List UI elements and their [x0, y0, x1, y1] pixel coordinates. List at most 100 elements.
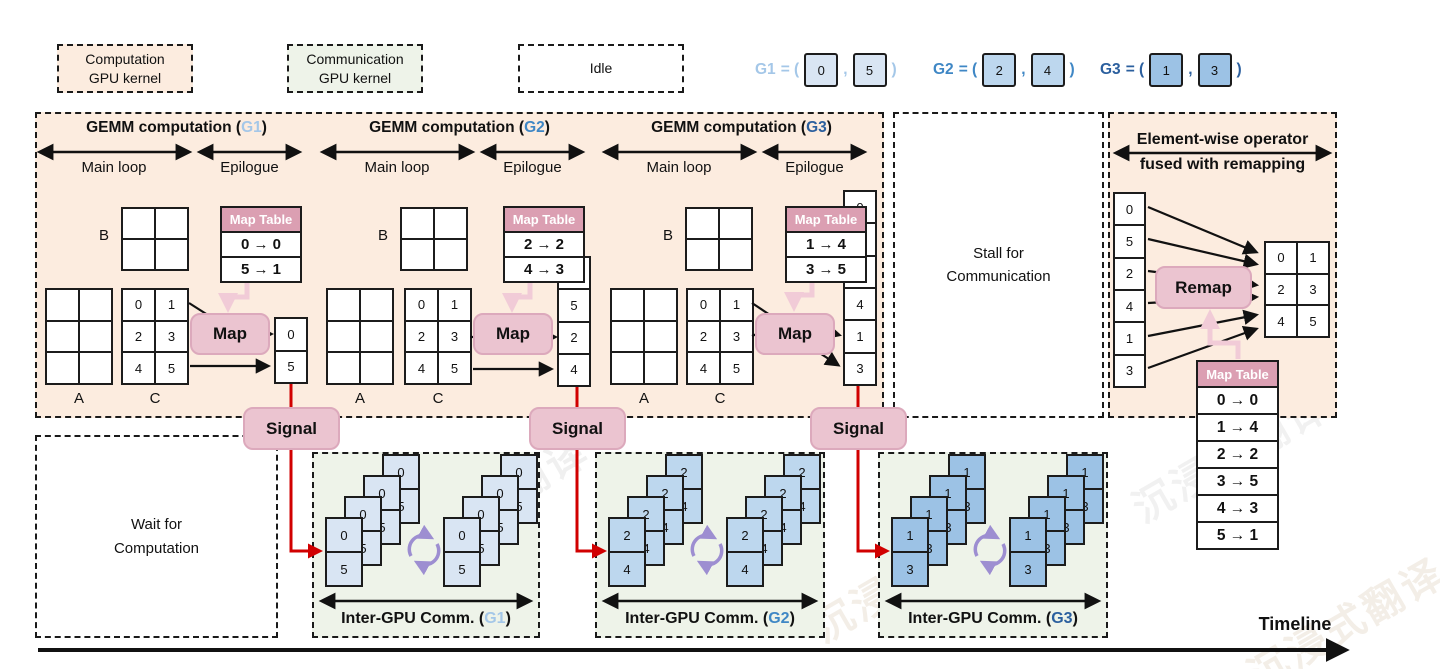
group-close: )	[1236, 61, 1242, 78]
cell	[80, 353, 111, 383]
group-close: )	[891, 61, 897, 78]
cell	[156, 240, 187, 269]
cell: 5	[439, 353, 470, 383]
out-column-g1: 0 5	[274, 317, 308, 384]
cell: 0	[502, 456, 536, 488]
map-table-header: Map Table	[505, 208, 583, 233]
cell: 3	[845, 353, 875, 384]
cell	[156, 209, 187, 238]
cell	[80, 290, 111, 320]
wait-for-computation-box: Wait for Computation	[35, 435, 278, 638]
comm-label-g1: Inter-GPU Comm. (G1)	[312, 610, 540, 628]
cell	[47, 321, 78, 352]
main-loop-label: Main loop	[364, 159, 430, 176]
cell: 5	[1298, 306, 1328, 336]
cell: 0	[276, 319, 306, 350]
group-eq: = (	[780, 61, 800, 78]
matrix-c-label: C	[714, 390, 726, 407]
group-close: )	[1069, 61, 1075, 78]
cell	[720, 209, 751, 238]
map-table-row: 3 → 5	[1198, 469, 1277, 496]
comm-label-g3: Inter-GPU Comm. (G3)	[878, 610, 1108, 628]
cell: 1	[1115, 323, 1144, 354]
comm-label-g2: Inter-GPU Comm. (G2)	[595, 610, 825, 628]
cell: 1	[912, 498, 946, 530]
map-table-row: 4 → 3	[1198, 496, 1277, 523]
cell	[328, 321, 359, 352]
stall-line2: Communication	[946, 268, 1051, 285]
cell	[402, 209, 433, 238]
cell: 3	[1115, 355, 1144, 386]
cell: 3	[156, 321, 187, 352]
group-name: G2	[933, 61, 954, 78]
group-sep: ,	[843, 61, 848, 78]
elementwise-input-column: 0 5 2 4 1 3	[1113, 192, 1146, 388]
wait-label: Wait for Computation	[37, 437, 276, 636]
matrix-a-g3	[610, 288, 678, 385]
cell: 5	[445, 553, 479, 585]
cell: 1	[1298, 243, 1328, 273]
title-text: )	[261, 119, 267, 136]
map-table-header: Map Table	[787, 208, 865, 233]
map-table-row: 0 → 0	[1198, 388, 1277, 415]
cell: 3	[893, 553, 927, 585]
group-value-cell: 2	[982, 53, 1017, 87]
gemm-title-g1: GEMM computation (G1)	[35, 119, 318, 137]
label-text: Inter-GPU Comm. (	[625, 610, 769, 627]
map-table-row: 1 → 4	[787, 233, 865, 258]
matrix-b-label: B	[98, 227, 109, 244]
cell	[645, 353, 676, 383]
cell	[361, 321, 392, 352]
cell	[687, 209, 718, 238]
legend-computation-box: Computation GPU kernel	[57, 44, 193, 93]
cell	[720, 240, 751, 269]
cell: 2	[406, 321, 437, 352]
cell	[402, 240, 433, 269]
main-loop-label: Main loop	[81, 159, 147, 176]
cell: 4	[610, 553, 644, 585]
epilogue-label: Epilogue	[220, 159, 279, 176]
map-table-row: 5 → 1	[1216, 526, 1259, 544]
group-value-cell: 3	[1197, 53, 1232, 87]
group-def-g3: G3 = ( 1 , 3 )	[1100, 53, 1242, 87]
group-name: G1	[755, 61, 776, 78]
cell	[687, 240, 718, 269]
cell: 4	[1115, 291, 1144, 322]
cell: 0	[1115, 194, 1144, 225]
cell	[361, 353, 392, 383]
cell	[123, 240, 154, 269]
matrix-c-label: C	[149, 390, 161, 407]
group-sep: ,	[1021, 61, 1026, 78]
cell: 4	[1266, 306, 1296, 336]
cell: 2	[559, 322, 589, 353]
map-table-row: 1 → 4	[1198, 415, 1277, 442]
full-map-table: Map Table 0 → 0 1 → 4 2 → 2 3 → 5 4 → 3 …	[1196, 360, 1279, 550]
cell: 1	[845, 321, 875, 352]
cell: 5	[327, 553, 361, 585]
cell	[328, 353, 359, 383]
title-group: G1	[241, 119, 262, 136]
timeline-label: Timeline	[1258, 614, 1332, 634]
cell: 5	[276, 351, 306, 382]
cell: 2	[123, 321, 154, 352]
legend-computation-label: Computation GPU kernel	[85, 50, 164, 86]
map-table-row: 5 → 1	[240, 261, 282, 278]
cell	[612, 353, 643, 383]
cell: 4	[728, 553, 762, 585]
map-table-header: Map Table	[222, 208, 300, 233]
cell	[123, 209, 154, 238]
cell: 1	[1068, 456, 1102, 488]
cell: 0	[1266, 243, 1296, 273]
cell: 1	[156, 290, 187, 320]
cell	[645, 321, 676, 352]
cell	[435, 240, 466, 269]
cell: 3	[1298, 274, 1328, 305]
title-text: )	[544, 119, 550, 136]
cell: 0	[406, 290, 437, 320]
